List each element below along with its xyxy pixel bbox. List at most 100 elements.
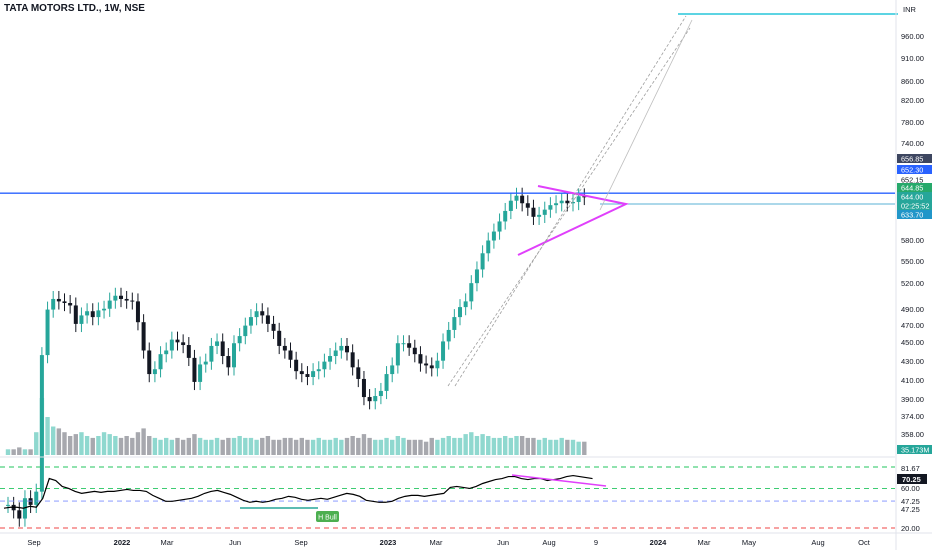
candle [407,335,412,356]
volume-bar [553,439,559,455]
candle-body [508,200,513,211]
candle [169,331,174,359]
candle [28,490,33,514]
volume-bar [135,432,141,455]
candle [356,359,361,388]
volume-bar [401,437,406,455]
chart-overlays [0,13,898,387]
volume-bar [367,437,372,455]
price-tick-label: 860.00 [901,77,924,86]
candle [158,346,163,378]
candle [68,295,73,314]
price-tick-label: 374.00 [901,412,924,421]
candle-body [299,371,304,375]
candle [508,192,513,220]
candle-body [412,347,417,355]
candle [537,206,542,225]
candle-body [514,195,519,201]
volume-bar [237,436,242,455]
candle-body [407,343,412,348]
volume-bar [525,437,530,455]
candle [152,361,157,383]
candle [469,275,474,310]
candle-body [395,343,400,366]
volume-bar [192,434,197,455]
volume-histogram [5,398,587,455]
volume-bar [277,439,282,455]
candle [328,348,333,370]
candle-body [277,330,282,346]
volume-bar [373,439,378,455]
candle [299,363,304,383]
candle-body [28,498,33,505]
candle [248,309,253,334]
candle [350,344,355,376]
candle-body [73,305,78,324]
volume-bar [339,439,344,455]
volume-bar [84,436,90,455]
candle-body [441,341,446,361]
volume-bar [491,437,497,455]
candle-body [333,350,338,357]
candle [73,297,78,333]
volume-bar [22,449,28,455]
volume-bar [356,437,361,455]
candle [424,355,429,374]
candle [62,293,67,312]
volume-bar [243,437,248,455]
candle [311,363,316,386]
candle-body [6,504,10,506]
time-tick-label: Sep [27,538,40,547]
candle [463,293,468,316]
candle [96,302,101,326]
candle-body [424,363,429,366]
price-tick-label: 358.00 [901,430,924,439]
time-tick-label: May [742,538,756,547]
volume-bar [344,437,350,455]
candle [226,348,231,376]
candle [164,342,169,363]
volume-bar [305,439,310,455]
volume-bar [169,439,175,455]
candle [130,292,135,310]
volume-bar [440,437,446,455]
candle-body [45,309,50,356]
candle-body [486,240,491,254]
candle [220,333,225,365]
volume-bar [395,436,401,455]
volume-bar [452,437,457,455]
candle-body [232,343,236,368]
price-tick-label: 450.00 [901,338,924,347]
candle [181,334,186,354]
candle-body [90,311,95,318]
time-tick-label: Mar [430,538,443,547]
candle-body [124,298,129,301]
volume-bar [576,441,581,455]
candle-body [350,352,355,368]
candle-body [463,301,468,308]
time-tick-label: 2022 [114,538,131,547]
candle-body [62,301,67,304]
candle [373,388,378,410]
candle [486,232,491,262]
volume-bar [62,432,67,455]
candle [548,197,553,218]
candle-body [542,209,547,215]
volume-bar [152,437,158,455]
chart-title: TATA MOTORS LTD., 1W, NSE [4,3,145,14]
candle [361,370,366,406]
volume-bar [124,436,129,455]
candle [51,290,56,318]
currency-label: INR [903,5,917,14]
candle-body [17,510,22,519]
volume-bar [423,441,429,455]
candle-body [175,339,180,343]
candle [124,290,129,309]
candle-body [525,203,530,208]
volume-bar [497,437,502,455]
volume-bar [503,436,508,455]
candle-body [147,350,152,375]
volume-bar [333,437,338,455]
